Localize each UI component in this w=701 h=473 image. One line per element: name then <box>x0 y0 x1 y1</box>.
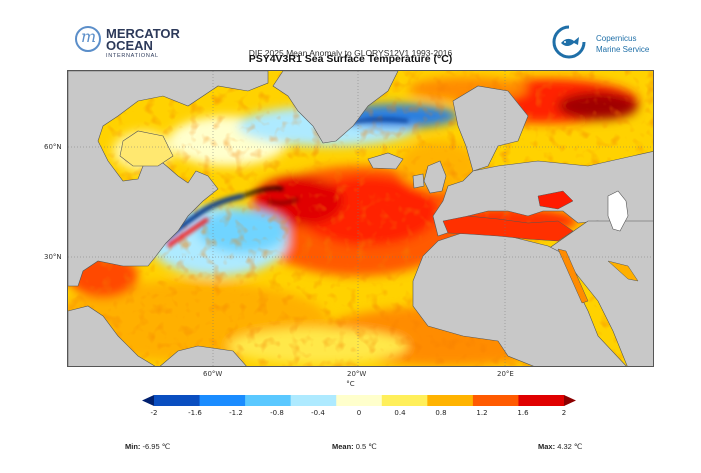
lon-label-20e: 20°E <box>497 370 514 378</box>
stat-max: Max: 4.32 ℃ <box>538 442 582 451</box>
colorbar-tick-label: -1.2 <box>229 409 243 417</box>
colorbar <box>142 395 576 406</box>
colorbar-segment <box>518 395 565 406</box>
colorbar-segments <box>142 395 576 406</box>
colorbar-tick-label: -0.8 <box>270 409 284 417</box>
colorbar-tick-label: -1.6 <box>188 409 202 417</box>
logo-line-3: INTERNATIONAL <box>106 53 159 59</box>
map-title: PSY4V3R1 Sea Surface Temperature (°C) <box>248 53 453 65</box>
stat-max-label: Max: <box>538 442 556 451</box>
colorbar-tick-label: 0 <box>356 409 362 417</box>
unit-label: °C <box>346 380 355 388</box>
copernicus-logo: Copernicus Marine Service <box>552 22 662 64</box>
colorbar-tick-label: -0.4 <box>311 409 325 417</box>
black-sea <box>537 190 574 210</box>
stat-min-label: Min: <box>125 442 141 451</box>
caspian-sea <box>607 190 629 232</box>
mediterranean-sea <box>442 215 574 242</box>
mercator-ocean-logo: MERCATOR OCEAN INTERNATIONAL <box>75 22 195 64</box>
colorbar-segment <box>381 395 428 406</box>
colorbar-segment <box>427 395 474 406</box>
lat-label-30n: 30°N <box>44 253 62 261</box>
colorbar-segment <box>199 395 246 406</box>
copernicus-line-1: Copernicus <box>596 34 637 43</box>
colorbar-segment <box>336 395 383 406</box>
copernicus-line-2: Marine Service <box>596 45 650 54</box>
lat-label-60n: 60°N <box>44 143 62 151</box>
lon-label-60w: 60°W <box>203 370 223 378</box>
colorbar-tick-label: 2 <box>561 409 567 417</box>
lon-label-20w: 20°W <box>347 370 367 378</box>
colorbar-segment <box>154 395 201 406</box>
persian-gulf <box>607 260 639 282</box>
stat-mean-value: 0.5 ℃ <box>355 442 377 451</box>
colorbar-segment <box>290 395 337 406</box>
colorbar-segment <box>472 395 519 406</box>
land <box>68 71 653 366</box>
logo-line-2: OCEAN <box>106 38 153 53</box>
colorbar-tick-label: 1.6 <box>517 409 529 417</box>
colorbar-tick-label: 0.4 <box>394 409 406 417</box>
colorbar-tick-label: -2 <box>150 409 158 417</box>
colorbar-segment <box>245 395 292 406</box>
stat-min: Min: -6.95 ℃ <box>125 442 170 451</box>
colorbar-tick-label: 1.2 <box>476 409 488 417</box>
stat-max-value: 4.32 ℃ <box>557 442 583 451</box>
graticule <box>68 71 653 366</box>
logo-line-1: MERCATOR <box>106 26 180 41</box>
stat-min-value: -6.95 ℃ <box>142 442 171 451</box>
colorbar-tick-label: 0.8 <box>435 409 447 417</box>
overlapped-subtitle: DIF 2025 Mean Anomaly to GLORYS12V1 1993… <box>248 48 453 58</box>
stat-mean-label: Mean: <box>332 442 354 451</box>
colorbar-arrow-left <box>142 395 154 406</box>
mercator-m-logo-icon <box>75 26 101 52</box>
copernicus-fish-logo-icon <box>552 25 586 59</box>
map-canvas <box>68 71 653 366</box>
red-sea <box>557 248 589 304</box>
stat-mean: Mean: 0.5 ℃ <box>332 442 377 451</box>
colorbar-arrow-right <box>564 395 576 406</box>
sst-anomaly-map <box>67 70 654 367</box>
